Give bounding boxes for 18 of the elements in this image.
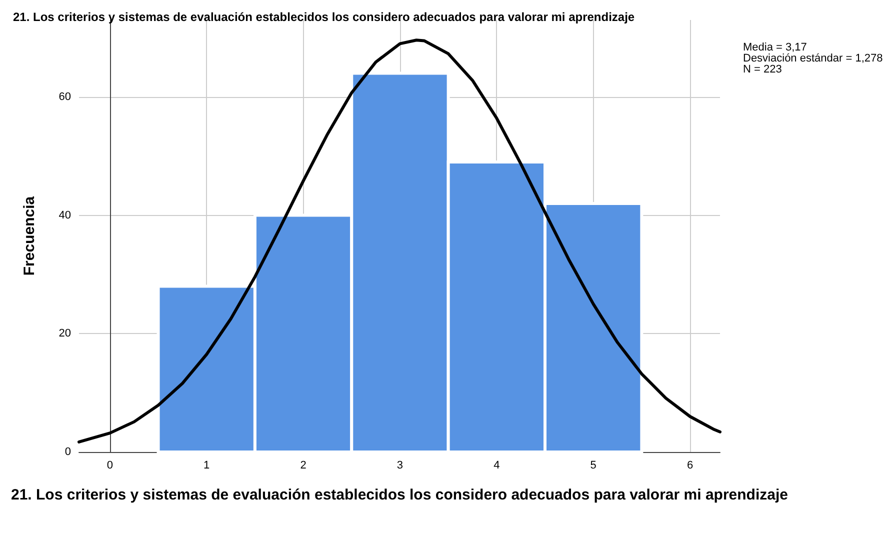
x-tick-label: 1 bbox=[204, 460, 210, 472]
chart-title: 21. Los criterios y sistemas de evaluación establecidos los considero adecuados para valorar mi aprendizaje bbox=[13, 10, 635, 24]
text: Desviación estándar = 1,278 bbox=[743, 52, 883, 64]
y-axis-title: Frecuencia bbox=[20, 196, 38, 276]
text: Media = 3,17 bbox=[743, 42, 807, 54]
y-tick-label: 60 bbox=[58, 90, 71, 103]
line-series bbox=[77, 38, 722, 444]
y-tick-label: 40 bbox=[58, 209, 71, 222]
text: N = 223 bbox=[743, 64, 782, 76]
x-tick-label: 6 bbox=[686, 460, 694, 472]
x-tick-label: 0 bbox=[106, 460, 113, 472]
y-tick-label: 0 bbox=[64, 446, 71, 458]
y-tick-label: 20 bbox=[58, 328, 71, 340]
x-axis-title: 21. Los criterios y sistemas de evaluación establecidos los considero adecuados para valorar mi aprendizaje bbox=[10, 486, 788, 504]
x-tick-label: 2 bbox=[300, 460, 306, 472]
x-tick-label: 3 bbox=[396, 460, 404, 472]
x-tick-label: 4 bbox=[494, 460, 500, 472]
x-tick-label: 5 bbox=[590, 460, 596, 472]
